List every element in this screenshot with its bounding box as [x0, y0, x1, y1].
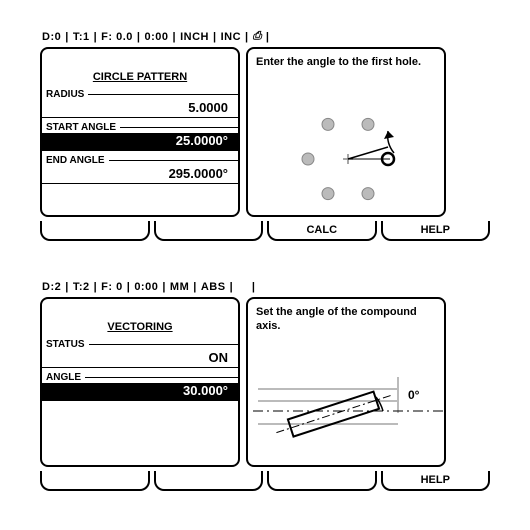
- angle-label: 0°: [408, 388, 420, 402]
- field-value: 295.0000°: [42, 166, 238, 184]
- field-label: RADIUS: [42, 89, 88, 100]
- circle-pattern-diagram: [248, 89, 444, 215]
- field-value: ON: [42, 350, 238, 368]
- softkey-help[interactable]: HELP: [381, 471, 491, 491]
- screen-circle-pattern: D:0| T:1| F: 0.0| 0:00| INCH| INC| ⎙| CI…: [40, 30, 490, 241]
- field-angle[interactable]: ANGLE 30.000°: [42, 372, 238, 401]
- field-end-angle[interactable]: END ANGLE 295.0000°: [42, 155, 238, 184]
- status-d: D:2: [42, 281, 61, 293]
- vectoring-diagram: 0°: [248, 339, 444, 465]
- status-t: T:1: [73, 31, 90, 43]
- field-status[interactable]: STATUS ON: [42, 339, 238, 368]
- input-panel: CIRCLE PATTERN RADIUS 5.0000 START ANGLE…: [40, 47, 240, 217]
- help-panel: Set the angle of the compound axis.: [246, 297, 446, 467]
- screen-vectoring: D:2| T:2| F: 0| 0:00| MM| ABS| | VECTORI…: [40, 281, 490, 491]
- field-label: STATUS: [42, 339, 89, 350]
- print-icon: ⎙: [253, 30, 262, 43]
- status-f: F: 0: [101, 281, 123, 293]
- softkey-calc[interactable]: CALC: [267, 221, 377, 241]
- field-label: START ANGLE: [42, 122, 120, 133]
- field-radius[interactable]: RADIUS 5.0000: [42, 89, 238, 118]
- help-text: Set the angle of the compound axis.: [256, 305, 436, 334]
- status-units: MM: [170, 281, 189, 293]
- field-label: END ANGLE: [42, 155, 109, 166]
- softkey-2[interactable]: [154, 221, 264, 241]
- field-value: 5.0000: [42, 100, 238, 118]
- input-panel: VECTORING STATUS ON ANGLE 30.000°: [40, 297, 240, 467]
- status-mode: INC: [221, 31, 241, 43]
- status-mode: ABS: [201, 281, 226, 293]
- panel-title: CIRCLE PATTERN: [42, 67, 238, 85]
- field-value: 25.0000°: [42, 133, 238, 151]
- field-label: ANGLE: [42, 372, 85, 383]
- softkey-1[interactable]: [40, 221, 150, 241]
- status-time: 0:00: [134, 281, 158, 293]
- help-text: Enter the angle to the first hole.: [256, 55, 436, 69]
- status-blank: [237, 281, 248, 293]
- status-t: T:2: [73, 281, 90, 293]
- softkey-2[interactable]: [154, 471, 264, 491]
- status-time: 0:00: [144, 31, 168, 43]
- softkey-3[interactable]: [267, 471, 377, 491]
- status-f: F: 0.0: [101, 31, 133, 43]
- field-value: 30.000°: [42, 383, 238, 401]
- panel-title: VECTORING: [42, 317, 238, 335]
- status-bar: D:2| T:2| F: 0| 0:00| MM| ABS| |: [40, 281, 490, 293]
- softkey-row: HELP: [40, 471, 490, 491]
- status-bar: D:0| T:1| F: 0.0| 0:00| INCH| INC| ⎙|: [40, 30, 490, 43]
- softkey-help[interactable]: HELP: [381, 221, 491, 241]
- status-units: INCH: [180, 31, 209, 43]
- softkey-row: CALC HELP: [40, 221, 490, 241]
- field-start-angle[interactable]: START ANGLE 25.0000°: [42, 122, 238, 151]
- softkey-1[interactable]: [40, 471, 150, 491]
- help-panel: Enter the angle to the first hole.: [246, 47, 446, 217]
- status-d: D:0: [42, 31, 61, 43]
